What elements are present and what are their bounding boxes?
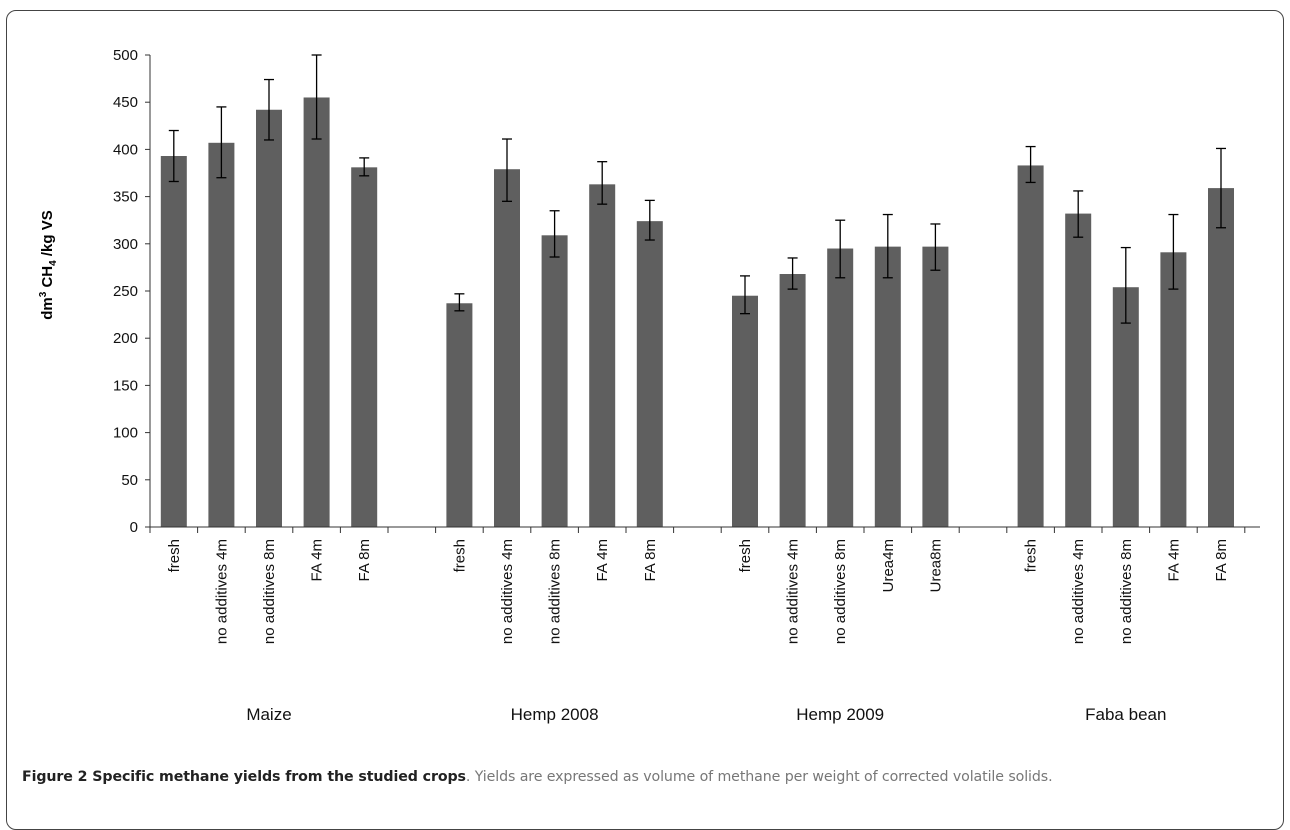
x-category-label: no additives 4m (785, 539, 802, 644)
x-category-label: no additives 8m (547, 539, 564, 644)
bar (494, 169, 520, 527)
bar (874, 246, 901, 527)
x-group-label: Hemp 2009 (796, 705, 884, 724)
bar (827, 248, 854, 527)
y-tick-label: 450 (113, 94, 138, 111)
bar (541, 235, 568, 527)
bar (636, 221, 663, 528)
bar (1017, 165, 1044, 527)
x-category-label: Urea8m (927, 539, 944, 592)
x-group-label: Faba bean (1085, 705, 1166, 724)
x-category-label: fresh (451, 539, 468, 572)
bar (589, 184, 616, 527)
bar (351, 167, 378, 527)
y-tick-label: 400 (113, 141, 138, 158)
x-category-label: no additives 4m (213, 539, 230, 644)
bar (1065, 213, 1092, 528)
x-axis: fresh no additives 4m no additives 8m FA 4m… (149, 526, 1260, 724)
bar-chart: 0 50 100 150 200 250 300 350 400 450 500 fresh no a… (38, 47, 1260, 724)
x-category-label: FA 4m (1165, 539, 1182, 582)
bar (732, 295, 758, 527)
bar (922, 246, 949, 527)
y-tick-label: 200 (113, 330, 138, 347)
y-tick-label: 100 (113, 425, 138, 442)
x-category-label: no additives 8m (832, 539, 849, 644)
bars (160, 54, 1234, 528)
x-category-label: FA 4m (309, 539, 326, 582)
x-category-label: fresh (737, 539, 754, 572)
y-tick-label: 150 (113, 377, 138, 394)
y-tick-label: 50 (121, 472, 138, 489)
y-tick-label: 300 (113, 236, 138, 253)
bar (160, 156, 187, 527)
x-category-label: fresh (166, 539, 183, 572)
y-tick-label: 0 (130, 519, 138, 536)
bar (256, 109, 282, 527)
bar (208, 142, 235, 528)
x-category-label: FA 8m (1213, 539, 1230, 582)
bar (779, 274, 806, 527)
bar (1208, 188, 1234, 527)
bar (446, 303, 473, 527)
y-tick-label: 250 (113, 283, 138, 300)
bar (303, 97, 330, 527)
x-category-label: no additives 4m (499, 539, 516, 644)
x-category-label: FA 8m (356, 539, 373, 582)
y-axis-label: dm3 CH4 /kg VS (38, 210, 59, 320)
x-category-label: Urea4m (880, 539, 897, 592)
x-category-label: fresh (1023, 539, 1040, 572)
bar (1112, 287, 1139, 527)
x-category-label: no additives 4m (1070, 539, 1087, 644)
y-tick-label: 350 (113, 189, 138, 206)
x-category-label: FA 8m (642, 539, 659, 582)
x-group-label: Hemp 2008 (511, 705, 599, 724)
bar (1160, 252, 1187, 527)
x-category-label: FA 4m (594, 539, 611, 582)
caption-title: Figure 2 Specific methane yields from th… (22, 769, 466, 785)
x-category-label: no additives 8m (1118, 539, 1135, 644)
y-tick-label: 500 (113, 47, 138, 64)
x-group-label: Maize (246, 705, 291, 724)
x-category-label: no additives 8m (261, 539, 278, 644)
caption-text: . Yields are expressed as volume of meth… (465, 769, 1053, 785)
figure-caption: Figure 2 Specific methane yields from th… (22, 769, 1284, 785)
y-axis: 0 50 100 150 200 250 300 350 400 450 500 (113, 47, 151, 536)
